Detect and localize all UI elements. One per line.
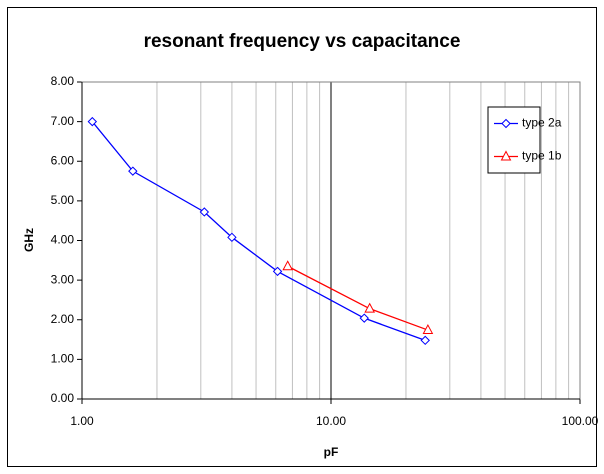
legend-label: type 1b bbox=[522, 149, 562, 163]
data-point bbox=[282, 260, 294, 271]
data-point bbox=[364, 302, 376, 313]
x-axis-label: pF bbox=[324, 445, 339, 459]
y-tick-label: 4.00 bbox=[51, 233, 75, 247]
legend-label: type 2a bbox=[522, 116, 562, 130]
y-tick-label: 7.00 bbox=[51, 114, 75, 128]
y-tick-label: 2.00 bbox=[51, 312, 75, 326]
data-point bbox=[128, 166, 138, 176]
data-point bbox=[359, 313, 369, 323]
x-tick-label: 100.00 bbox=[562, 414, 599, 428]
data-point bbox=[422, 323, 434, 335]
legend-marker bbox=[501, 118, 511, 129]
x-tick-label: 10.00 bbox=[316, 414, 346, 428]
chart-title: resonant frequency vs capacitance bbox=[144, 31, 461, 52]
y-axis-label: GHz bbox=[22, 228, 36, 252]
data-point bbox=[227, 232, 237, 243]
legend-marker bbox=[500, 150, 512, 161]
y-tick-label: 8.00 bbox=[51, 74, 75, 88]
x-tick-label: 1.00 bbox=[70, 414, 94, 428]
y-tick-label: 6.00 bbox=[51, 153, 75, 167]
y-tick-label: 5.00 bbox=[51, 193, 75, 207]
legend-box bbox=[487, 106, 541, 174]
data-point bbox=[420, 335, 430, 346]
y-tick-label: 1.00 bbox=[51, 352, 75, 366]
y-tick-label: 3.00 bbox=[51, 272, 75, 286]
data-point bbox=[272, 266, 283, 277]
chart-frame bbox=[7, 7, 597, 467]
y-tick-label: 0.00 bbox=[51, 391, 75, 405]
data-point bbox=[87, 116, 98, 127]
data-point bbox=[199, 207, 210, 217]
